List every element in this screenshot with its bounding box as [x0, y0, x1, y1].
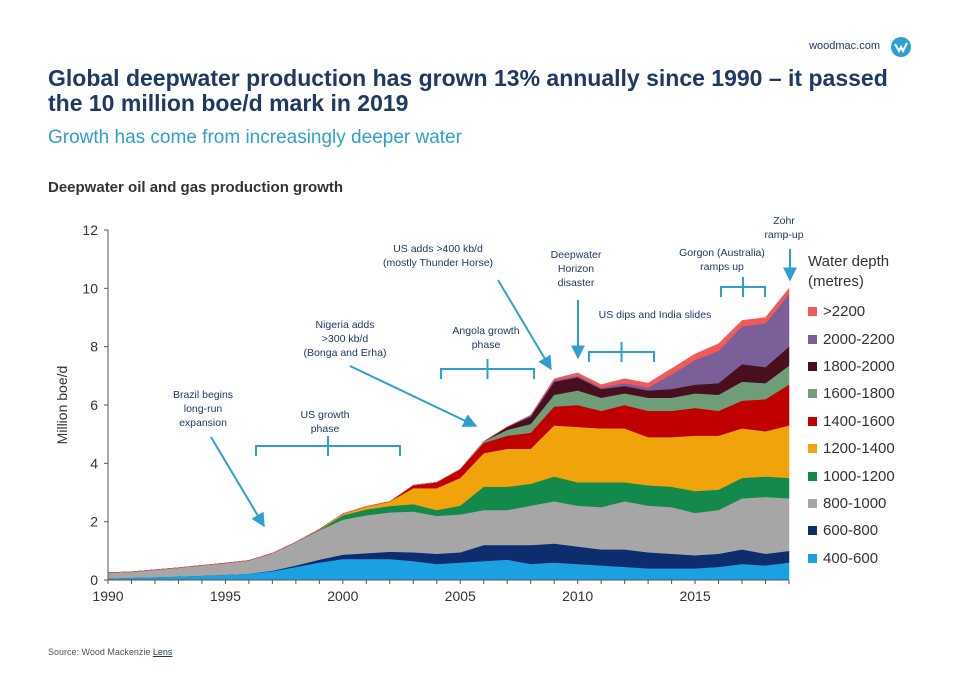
legend-label: 600-800: [823, 522, 879, 540]
legend-swatch: [808, 553, 817, 563]
annotation-arrow-0: [210, 436, 265, 528]
legend-item: 1000-1200: [808, 462, 948, 489]
legend-label: >2200: [823, 303, 866, 321]
annotation-5: Deepwater Horizon disaster: [551, 249, 602, 289]
y-axis-label: Million boe/d: [54, 366, 70, 445]
y-tick-label-2: 4: [90, 455, 98, 471]
legend-swatch: [808, 498, 817, 508]
x-tick-label-5: 2015: [679, 588, 710, 604]
legend-label: 1600-1800: [823, 385, 895, 403]
x-tick-label-0: 1990: [92, 588, 123, 604]
annotation-1: US growth phase: [300, 409, 349, 435]
annotation-bracket-3: [440, 359, 535, 379]
legend-swatch: [808, 389, 817, 399]
legend-swatch: [808, 307, 817, 317]
legend-item: 400-600: [808, 545, 948, 572]
y-tick-label-3: 6: [90, 397, 98, 413]
x-tick-label-1: 1995: [210, 588, 241, 604]
legend-swatch: [808, 361, 817, 371]
chart-title: Deepwater oil and gas production growth: [48, 179, 344, 196]
annotation-4: US adds >400 kb/d (mostly Thunder Horse): [383, 243, 493, 269]
legend-item: 1800-2000: [808, 353, 948, 380]
legend-item: 2000-2200: [808, 325, 948, 352]
legend-label: 1200-1400: [823, 440, 895, 458]
brand-site: woodmac.com: [809, 40, 880, 52]
source-note: Source: Wood Mackenzie Lens: [48, 647, 172, 657]
y-tick-label-6: 12: [82, 222, 98, 238]
legend-swatch: [808, 471, 817, 481]
legend-item: >2200: [808, 298, 948, 325]
annotation-0: Brazil begins long-run expansion: [173, 389, 233, 429]
source-link[interactable]: Lens: [152, 647, 173, 657]
page-title: Global deepwater production has grown 13…: [48, 65, 888, 116]
annotation-7: Gorgon (Australia) ramps up: [679, 247, 765, 273]
annotation-arrow-4: [497, 279, 552, 371]
legend-label: 1800-2000: [823, 357, 895, 375]
legend-label: 400-600: [823, 549, 879, 567]
legend-label: 1000-1200: [823, 467, 895, 485]
y-tick-label-5: 10: [82, 280, 98, 296]
x-tick-label-4: 2010: [562, 588, 593, 604]
legend-title: Water depth (metres): [808, 253, 890, 290]
legend-items: >2200 2000-2200 1800-2000 1600-1800 1400-160…: [808, 298, 948, 572]
legend: Water depth (metres) >2200 2000-2200 1800-…: [808, 252, 948, 572]
x-tick-label-3: 2005: [445, 588, 476, 604]
legend-label: 2000-2200: [823, 330, 895, 348]
legend-swatch: [808, 416, 817, 426]
legend-swatch: [808, 526, 817, 536]
source-prefix: Source: Wood Mackenzie: [48, 647, 153, 657]
legend-label: 800-1000: [823, 494, 887, 512]
legend-swatch: [808, 444, 817, 454]
y-tick-label-1: 2: [90, 514, 98, 530]
legend-item: 1400-1600: [808, 408, 948, 435]
legend-item: 1200-1400: [808, 435, 948, 462]
page-subtitle: Growth has come from increasingly deeper…: [48, 127, 462, 148]
y-tick-label-0: 0: [90, 572, 98, 588]
woodmac-logo-icon: [891, 37, 911, 57]
annotation-bracket-6: [588, 342, 655, 362]
annotation-3: Angola growth phase: [452, 325, 519, 351]
annotation-2: Nigeria adds >300 kb/d (Bonga and Erha): [304, 319, 387, 359]
legend-label: 1400-1600: [823, 412, 895, 430]
legend-item: 1600-1800: [808, 380, 948, 407]
x-tick-label-2: 2000: [327, 588, 358, 604]
y-tick-label-4: 8: [90, 339, 98, 355]
legend-item: 800-1000: [808, 490, 948, 517]
series-area-9: [107, 287, 790, 573]
annotation-bracket-7: [720, 277, 766, 297]
annotation-bracket-1: [255, 436, 401, 456]
legend-swatch: [808, 334, 817, 344]
annotation-arrow-2: [349, 365, 478, 427]
annotation-8: Zohr ramp-up: [764, 215, 803, 241]
annotation-6: US dips and India slides: [599, 309, 712, 321]
legend-item: 600-800: [808, 517, 948, 544]
